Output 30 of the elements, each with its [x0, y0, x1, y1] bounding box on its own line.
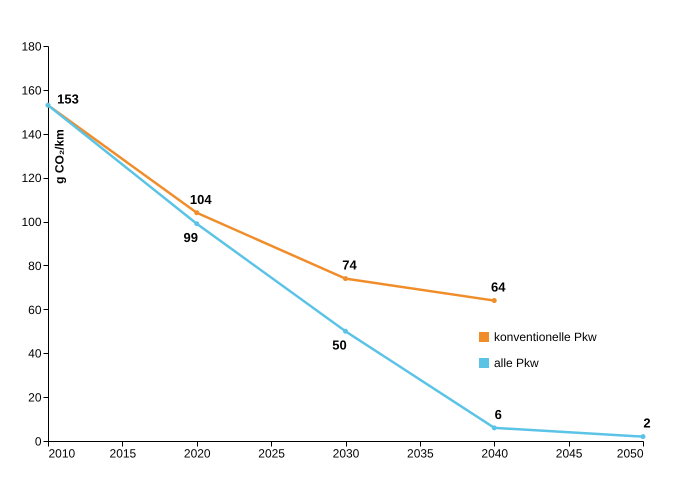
- y-tick-label: 140: [21, 127, 42, 142]
- y-tick-label: 180: [21, 40, 42, 54]
- x-tick-label: 2045: [556, 446, 583, 460]
- y-tick-label: 60: [28, 302, 42, 317]
- data-label: 6: [494, 406, 502, 422]
- data-label: 74: [342, 258, 358, 273]
- data-label: 104: [190, 192, 212, 207]
- y-tick-label: 100: [21, 215, 42, 230]
- data-label: 153: [57, 91, 79, 106]
- y-tick-label: 160: [21, 83, 42, 98]
- y-tick-label: 40: [28, 346, 42, 361]
- y-axis-title: g CO₂/km: [52, 129, 66, 184]
- x-tick-label: 2050: [616, 446, 644, 460]
- x-tick-label: 2010: [48, 446, 76, 460]
- y-tick-label: 20: [28, 390, 42, 405]
- y-tick-label: 80: [28, 258, 42, 273]
- data-label: 50: [332, 337, 347, 352]
- x-tick-label: 2025: [258, 446, 286, 460]
- data-label: 64: [491, 280, 506, 295]
- y-tick-label: 120: [21, 171, 42, 186]
- x-tick-label: 2040: [481, 446, 508, 460]
- legend-label: alle Pkw: [494, 356, 540, 370]
- y-tick-label: 0: [34, 434, 42, 448]
- x-tick-label: 2035: [407, 446, 434, 460]
- x-tick-label: 2020: [184, 446, 211, 460]
- data-label: 2: [643, 416, 651, 431]
- legend-label: konventionelle Pkw: [494, 330, 598, 344]
- x-tick-label: 2015: [110, 446, 137, 460]
- data-label: 99: [184, 230, 198, 245]
- x-tick-label: 2030: [332, 446, 360, 460]
